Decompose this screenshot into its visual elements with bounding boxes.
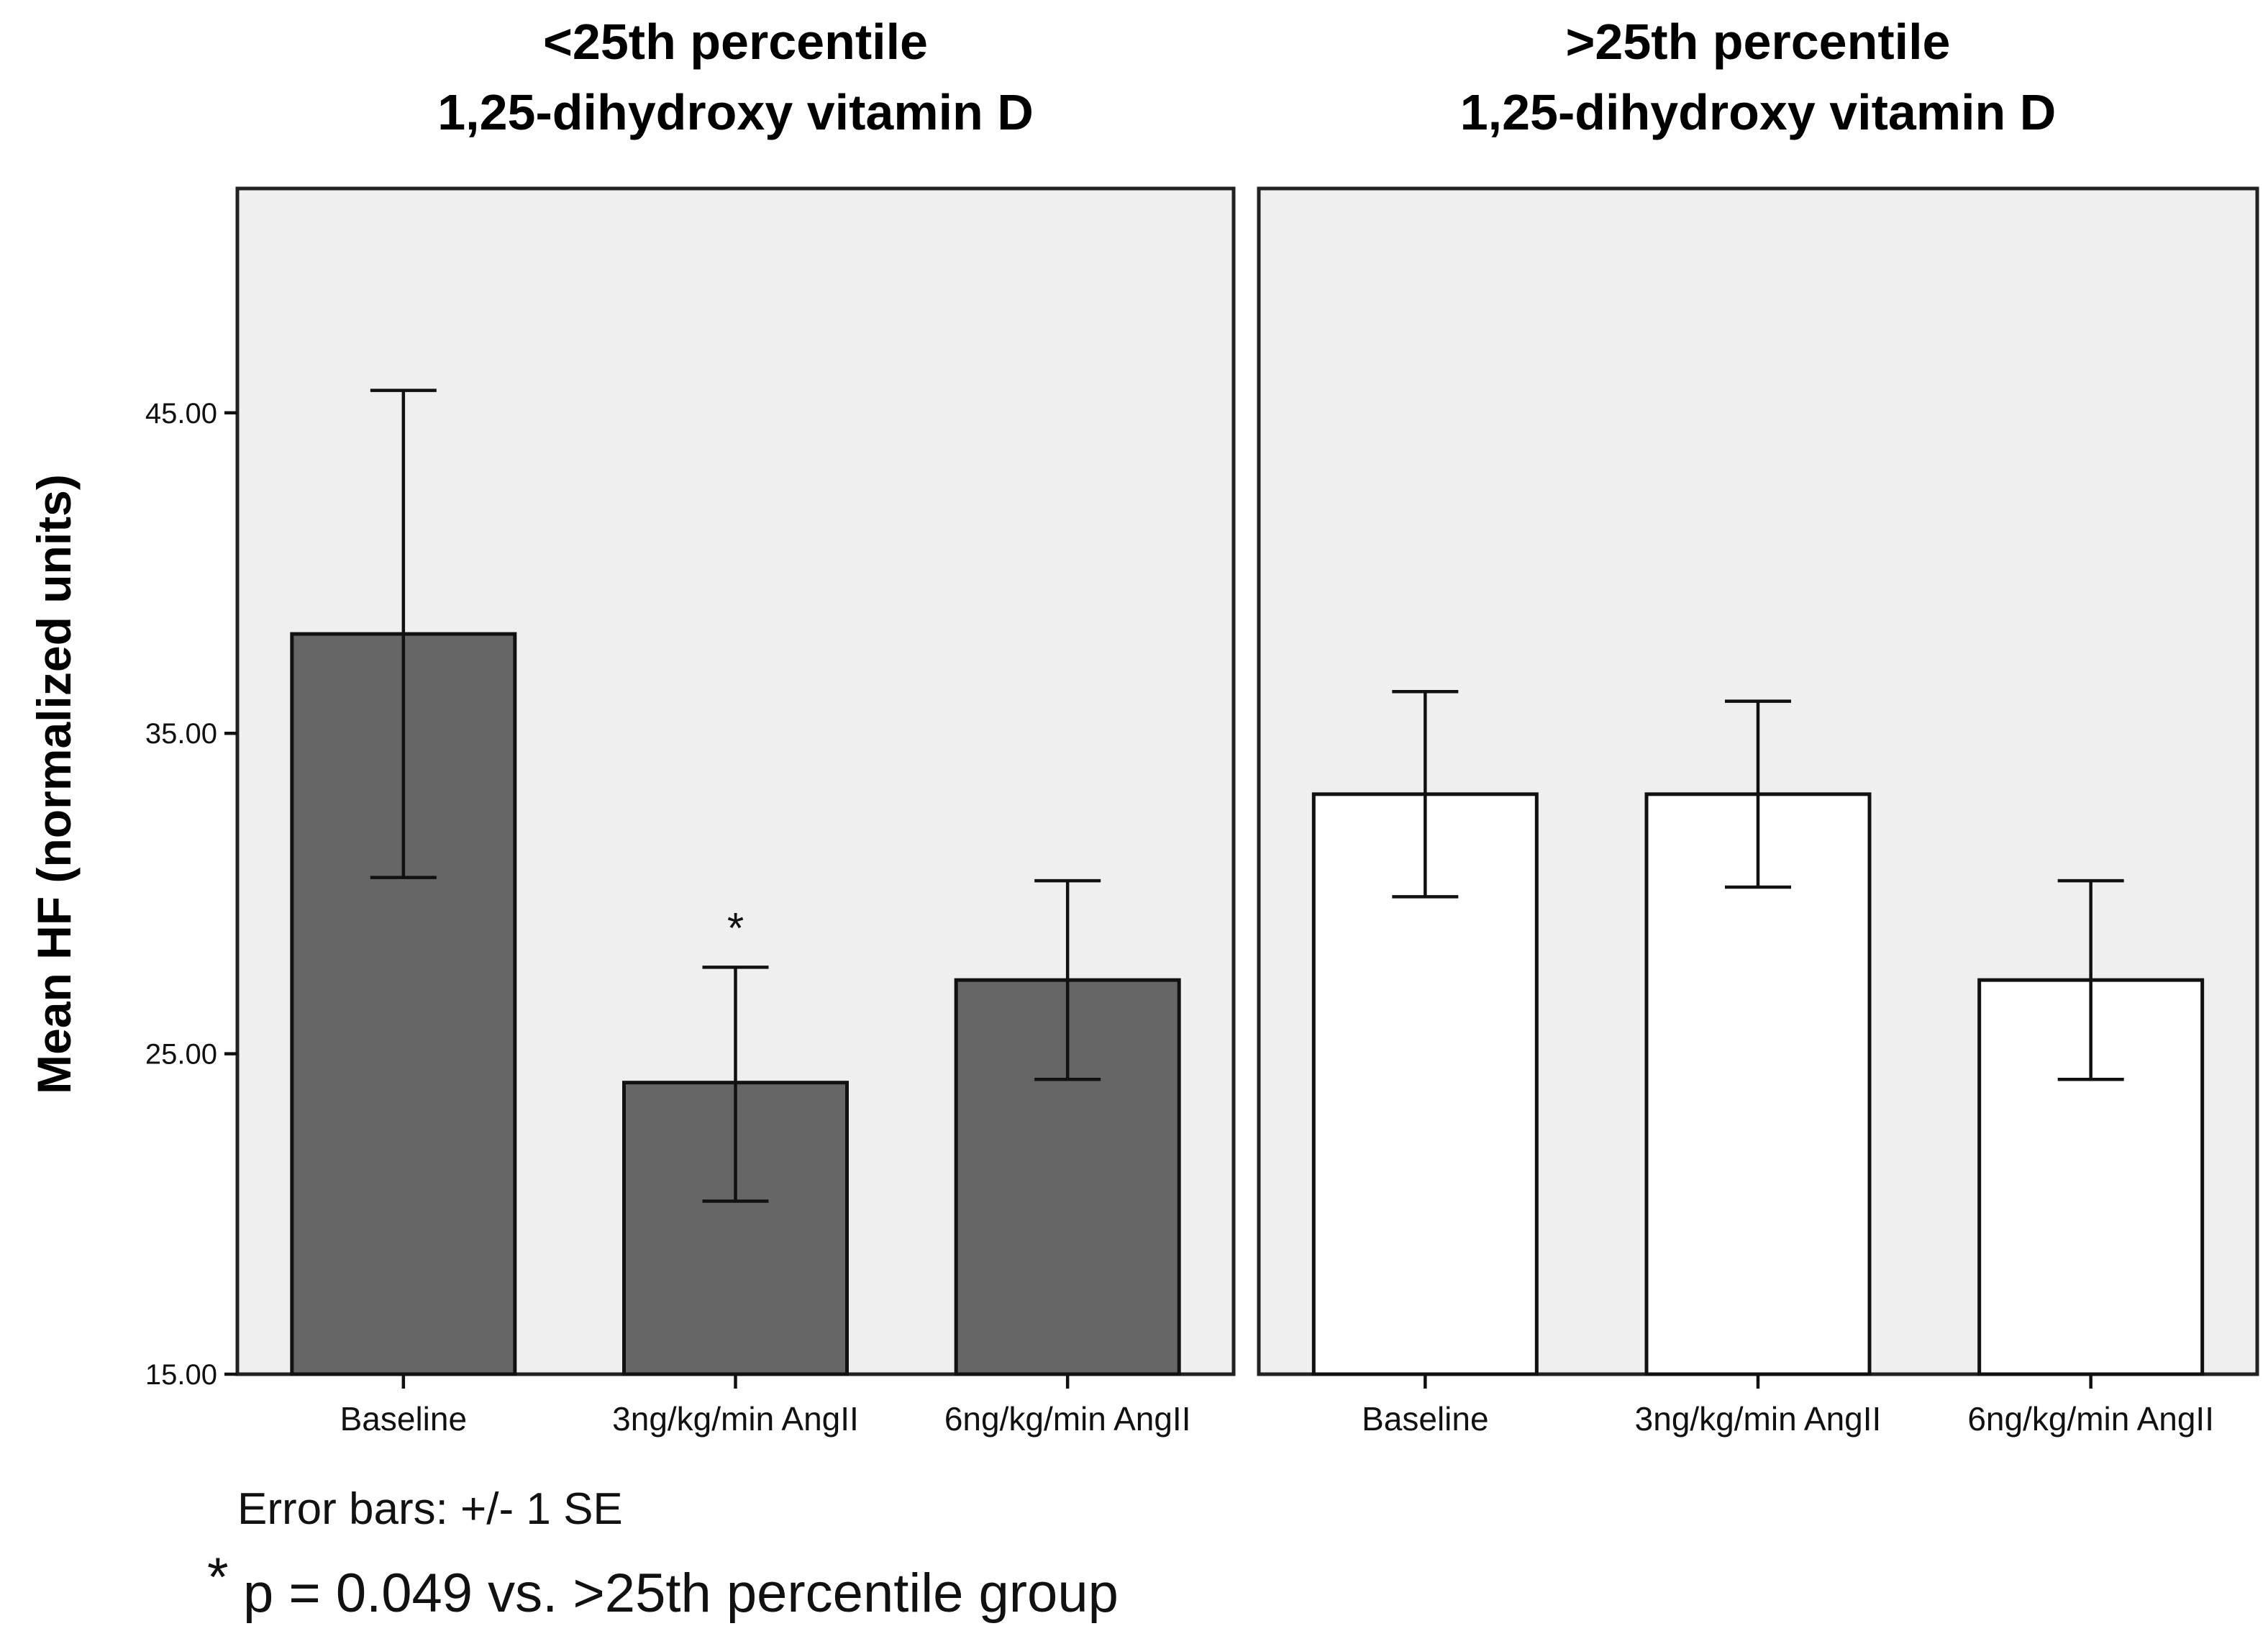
panel-title-line2: 1,25-dihydroxy vitamin D: [437, 84, 1034, 140]
y-tick-label: 15.00: [145, 1359, 217, 1391]
y-axis: 15.00 25.00 35.00 45.00: [145, 398, 237, 1391]
panel-below-25th: <25th percentile 1,25-dihydroxy vitamin D…: [235, 14, 1236, 1438]
footnote-text: p = 0.049 vs. >25th percentile group: [243, 1563, 1119, 1624]
panel-title-line2: 1,25-dihydroxy vitamin D: [1460, 84, 2057, 140]
x-tick-label: 6ng/kg/min AngII: [944, 1400, 1191, 1438]
x-tick-label: 3ng/kg/min AngII: [612, 1400, 859, 1438]
x-tick-label: 3ng/kg/min AngII: [1635, 1400, 1882, 1438]
y-tick-label: 45.00: [145, 398, 217, 430]
error-bar-note: Error bars: +/- 1 SE: [237, 1484, 623, 1534]
x-tick-label: Baseline: [340, 1400, 467, 1438]
y-tick-label: 35.00: [145, 718, 217, 750]
y-axis-label: Mean HF (normalized units): [27, 474, 81, 1094]
panel-title-line1: <25th percentile: [543, 14, 928, 70]
significance-marker: *: [727, 904, 744, 952]
x-tick-label: 6ng/kg/min AngII: [1967, 1400, 2214, 1438]
panel-title-line1: >25th percentile: [1566, 14, 1951, 70]
x-tick-label: Baseline: [1362, 1400, 1488, 1438]
bar: [1644, 792, 1872, 1376]
footnote-asterisk: *: [207, 1547, 229, 1608]
bar: [954, 978, 1181, 1376]
y-tick-label: 25.00: [145, 1039, 217, 1071]
panel-above-25th: >25th percentile 1,25-dihydroxy vitamin D…: [1257, 14, 2259, 1438]
